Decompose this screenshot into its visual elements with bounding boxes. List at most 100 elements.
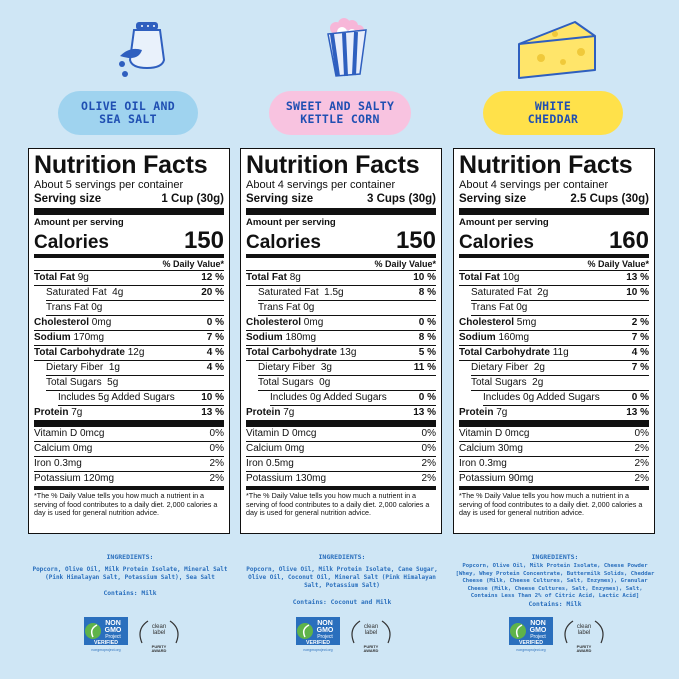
nutrient-row: Sodium 180mg 8 % (246, 331, 436, 346)
calories-value: 150 (395, 227, 436, 254)
vitamin-row: Iron 0.3mg 2% (459, 457, 649, 472)
amount-per-serving: Amount per serving (246, 217, 336, 228)
ingredients-text: Popcorn, Olive Oil, Milk Protein Isolate… (32, 566, 228, 581)
svg-text:VERIFIED: VERIFIED (519, 640, 543, 646)
svg-text:nongmoproject.org: nongmoproject.org (91, 648, 120, 652)
calories-row: Calories 160 (459, 229, 649, 258)
serving-size-row: Serving size 2.5 Cups (30g) (459, 192, 649, 215)
nutrient-row: Sodium 160mg 7 % (459, 331, 649, 346)
nutrient-row: Cholesterol 5mg 2 % (459, 316, 649, 331)
svg-text:Project: Project (105, 634, 121, 640)
servings-per-container: About 5 servings per container (34, 179, 184, 191)
serving-size-label: Serving size (459, 193, 527, 205)
calories-row: Calories 150 (246, 229, 436, 258)
flavor-pill: WHITE CHEDDAR (483, 91, 623, 135)
serving-size-row: Serving size 3 Cups (30g) (246, 192, 436, 215)
cheese-wedge-icon (518, 21, 596, 79)
certification-badges: NON GMO Project VERIFIED nongmoproject.o… (84, 617, 179, 653)
product-column-kettle-corn: SWEET AND SALTY KETTLE CORN Nutrition Fa… (236, 0, 448, 679)
svg-text:VERIFIED: VERIFIED (306, 640, 330, 646)
nutrient-row: Total Fat 8g 10 % (246, 271, 436, 286)
serving-size-value: 3 Cups (30g) (366, 193, 436, 205)
vitamin-row: Vitamin D 0mcg 0% (34, 427, 224, 442)
svg-text:GMO: GMO (105, 627, 122, 634)
clean-label-badge-icon: clean label PURITY AWARD (351, 620, 391, 653)
serving-size-row: Serving size 1 Cup (30g) (34, 192, 224, 215)
nutrition-facts-panel: Nutrition Facts About 4 servings per con… (240, 148, 442, 534)
nutrient-row: Total Sugars 5g (46, 376, 224, 391)
svg-text:Project: Project (317, 634, 333, 640)
daily-value-header: % Daily Value* (34, 258, 224, 271)
nutrition-facts-title: Nutrition Facts (34, 151, 208, 179)
svg-text:clean: clean (152, 624, 166, 630)
nutrient-row: Total Carbohydrate 13g 5 % (246, 346, 436, 361)
svg-text:AWARD: AWARD (152, 648, 167, 653)
serving-size-label: Serving size (246, 193, 314, 205)
ingredients-heading: INGREDIENTS: (531, 553, 579, 561)
svg-text:NON: NON (530, 620, 546, 627)
nutrient-row: Total Carbohydrate 12g 4 % (34, 346, 224, 361)
ingredients-heading: INGREDIENTS: (318, 553, 366, 561)
product-column-white-cheddar: WHITE CHEDDAR Nutrition Facts About 4 se… (449, 0, 661, 679)
calories-value: 150 (183, 227, 224, 254)
nutrient-row: Total Fat 9g 12 % (34, 271, 224, 286)
nutrient-row: Includes 0g Added Sugars 0 % (270, 391, 436, 406)
nutrient-row: Total Sugars 0g (258, 376, 436, 391)
nutrient-row: Cholesterol 0mg 0 % (34, 316, 224, 331)
vitamin-row: Potassium 90mg 2% (459, 472, 649, 490)
popcorn-bag-icon (327, 18, 367, 77)
nutrient-row: Total Sugars 2g (471, 376, 649, 391)
vitamin-row: Calcium 0mg 0% (34, 442, 224, 457)
vitamin-row: Iron 0.5mg 2% (246, 457, 436, 472)
svg-text:label: label (365, 630, 378, 636)
vitamin-row: Potassium 120mg 2% (34, 472, 224, 490)
nutrient-row: Total Carbohydrate 11g 4 % (459, 346, 649, 361)
nutrient-row: Dietary Fiber 3g 11 % (258, 361, 436, 376)
vitamin-row: Calcium 30mg 2% (459, 442, 649, 457)
svg-text:AWARD: AWARD (364, 648, 379, 653)
vitamin-row: Vitamin D 0mcg 0% (459, 427, 649, 442)
non-gmo-badge-icon: NON GMO Project VERIFIED nongmoproject.o… (509, 617, 553, 652)
nutrient-row: Trans Fat 0g (258, 301, 436, 316)
svg-text:PURITY: PURITY (364, 644, 379, 649)
allergen-contains: Contains: Milk (528, 601, 582, 608)
nutrient-row: Sodium 170mg 7 % (34, 331, 224, 346)
daily-value-footnote: *The % Daily Value tells you how much a … (34, 491, 218, 517)
svg-text:Project: Project (530, 634, 546, 640)
calories-label: Calories (246, 232, 321, 253)
svg-text:nongmoproject.org: nongmoproject.org (303, 648, 332, 652)
calories-row: Calories 150 (34, 229, 224, 258)
svg-text:VERIFIED: VERIFIED (94, 640, 118, 646)
daily-value-footnote: *The % Daily Value tells you how much a … (459, 491, 643, 517)
svg-text:clean: clean (364, 624, 378, 630)
svg-text:clean: clean (577, 624, 591, 630)
nutrient-row: Dietary Fiber 1g 4 % (46, 361, 224, 376)
flavor-pill: SWEET AND SALTY KETTLE CORN (269, 91, 411, 135)
vitamin-row: Vitamin D 0mcg 0% (246, 427, 436, 442)
nutrition-facts-panel: Nutrition Facts About 4 servings per con… (453, 148, 655, 534)
svg-text:GMO: GMO (317, 627, 334, 634)
svg-text:PURITY: PURITY (152, 644, 167, 649)
amount-per-serving: Amount per serving (34, 217, 124, 228)
nutrient-row: Includes 5g Added Sugars 10 % (58, 391, 224, 406)
svg-text:nongmoproject.org: nongmoproject.org (516, 648, 545, 652)
nutrient-row: Includes 0g Added Sugars 0 % (483, 391, 649, 406)
flavor-name: WHITE CHEDDAR (527, 99, 579, 126)
clean-label-badge-icon: clean label PURITY AWARD (139, 620, 179, 653)
nutrition-facts-title: Nutrition Facts (459, 151, 633, 179)
svg-text:label: label (153, 630, 166, 636)
daily-value-header: % Daily Value* (459, 258, 649, 271)
allergen-contains: Contains: Coconut and Milk (292, 599, 392, 606)
certification-badges: NON GMO Project VERIFIED nongmoproject.o… (296, 617, 391, 653)
non-gmo-badge-icon: NON GMO Project VERIFIED nongmoproject.o… (296, 617, 340, 652)
serving-size-value: 2.5 Cups (30g) (570, 193, 649, 205)
daily-value-footnote: *The % Daily Value tells you how much a … (246, 491, 430, 517)
nutrient-row: Protein 7g 13 % (246, 406, 436, 427)
nutrient-row: Saturated Fat 2g 10 % (471, 286, 649, 301)
nutrient-row: Trans Fat 0g (471, 301, 649, 316)
svg-text:PURITY: PURITY (577, 644, 592, 649)
svg-text:NON: NON (317, 620, 333, 627)
flavor-pill: OLIVE OIL AND SEA SALT (58, 91, 198, 135)
ingredients-heading: INGREDIENTS: (106, 553, 154, 561)
flavor-name: SWEET AND SALTY KETTLE CORN (285, 99, 395, 126)
